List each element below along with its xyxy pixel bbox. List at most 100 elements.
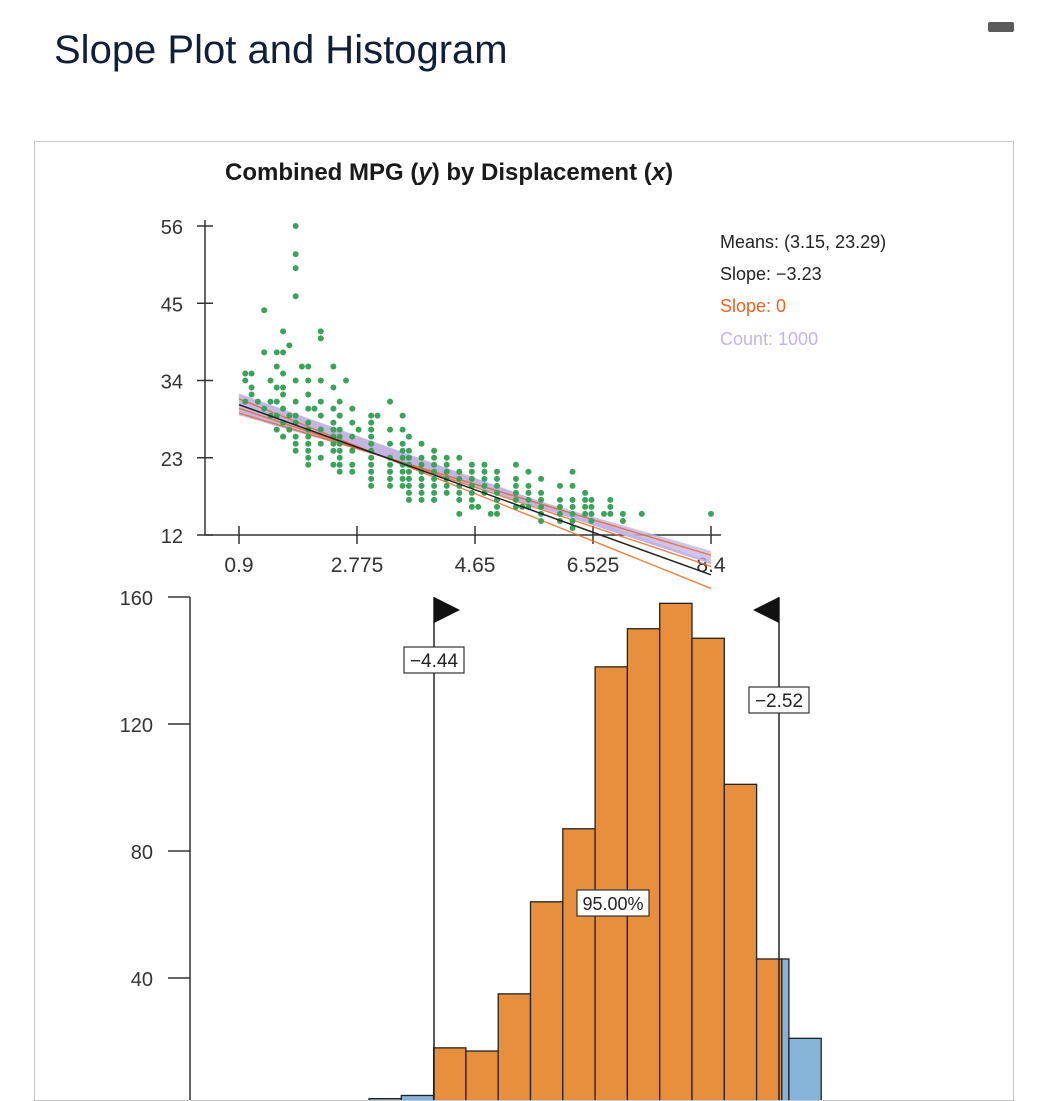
data-point (399, 447, 406, 454)
null-slope-line (238, 407, 712, 567)
data-point (481, 475, 488, 482)
data-point (431, 475, 438, 482)
histogram-bar (594, 666, 629, 1100)
data-point (387, 461, 394, 468)
page-title: Slope Plot and Histogram (54, 28, 508, 72)
data-point (336, 447, 343, 454)
data-point (292, 377, 299, 384)
data-point (292, 251, 299, 258)
data-point (349, 433, 356, 440)
confidence-label-box (576, 889, 650, 917)
count-annotation: Count: 1000 (720, 329, 818, 349)
chart-panel: Combined MPG (y) by Displacement (x) Mea… (34, 141, 1014, 1101)
data-point (267, 398, 274, 405)
data-point (298, 363, 305, 370)
data-point (399, 412, 406, 419)
data-point (292, 398, 299, 405)
slope-annotation: Slope: −3.23 (720, 264, 822, 284)
upper-bound-label: −2.52 (755, 691, 803, 712)
data-point (292, 412, 299, 419)
data-point (305, 377, 312, 384)
data-point (525, 468, 532, 475)
data-point (456, 489, 463, 496)
data-point (405, 447, 412, 454)
data-point (368, 433, 375, 440)
data-point (418, 440, 425, 447)
data-point (349, 419, 356, 426)
data-point (494, 482, 501, 489)
data-point (330, 419, 337, 426)
null-slope-line (238, 398, 712, 590)
lower-bound-label: −4.44 (410, 651, 459, 672)
data-point (261, 307, 268, 314)
data-point (336, 468, 343, 475)
x-tick-label: 4.65 (455, 554, 496, 577)
data-point (588, 510, 595, 517)
observed-regression-line (238, 403, 712, 576)
data-point (431, 468, 438, 475)
data-point (330, 405, 337, 412)
data-point (418, 489, 425, 496)
data-point (468, 468, 475, 475)
data-point (368, 426, 375, 433)
data-point (525, 482, 532, 489)
data-point (607, 496, 614, 503)
data-point (569, 510, 576, 517)
data-point (431, 454, 438, 461)
data-point (418, 454, 425, 461)
data-point (368, 454, 375, 461)
data-point (317, 454, 324, 461)
data-point (582, 489, 589, 496)
data-point (431, 496, 438, 503)
data-point (248, 391, 255, 398)
data-point (273, 349, 280, 356)
data-point (512, 482, 519, 489)
data-point (405, 489, 412, 496)
data-point (368, 468, 375, 475)
data-point (481, 468, 488, 475)
data-point (494, 503, 501, 510)
data-point (607, 503, 614, 510)
data-point (349, 468, 356, 475)
data-point (468, 461, 475, 468)
minimize-button[interactable] (988, 22, 1014, 32)
data-point (456, 454, 463, 461)
data-point (405, 475, 412, 482)
data-point (254, 398, 261, 405)
histogram-bar (781, 958, 790, 1100)
data-point (556, 510, 563, 517)
data-point (368, 475, 375, 482)
data-point (317, 426, 324, 433)
data-point (456, 496, 463, 503)
hist-y-tick-label: 120 (120, 715, 153, 737)
data-point (330, 447, 337, 454)
data-point (556, 482, 563, 489)
data-point (368, 440, 375, 447)
data-point (538, 489, 545, 496)
data-point (481, 461, 488, 468)
data-point (368, 412, 375, 419)
data-point (305, 433, 312, 440)
means-annotation: Means: (3.15, 23.29) (720, 232, 886, 252)
data-point (280, 391, 287, 398)
data-point (494, 510, 501, 517)
data-point (456, 510, 463, 517)
data-point (342, 377, 349, 384)
data-point (330, 461, 337, 468)
data-point (280, 370, 287, 377)
data-point (368, 461, 375, 468)
data-point (487, 510, 494, 517)
data-point (405, 433, 412, 440)
x-tick-label: 2.775 (331, 554, 384, 577)
data-point (336, 398, 343, 405)
data-point (512, 461, 519, 468)
data-point (292, 447, 299, 454)
lower-bound-label-box (403, 646, 465, 674)
scatter-title: Combined MPG (y) by Displacement (x) (225, 159, 673, 186)
data-point (292, 440, 299, 447)
data-point (399, 440, 406, 447)
data-point (387, 482, 394, 489)
data-point (582, 503, 589, 510)
data-point (336, 454, 343, 461)
data-point (349, 405, 356, 412)
